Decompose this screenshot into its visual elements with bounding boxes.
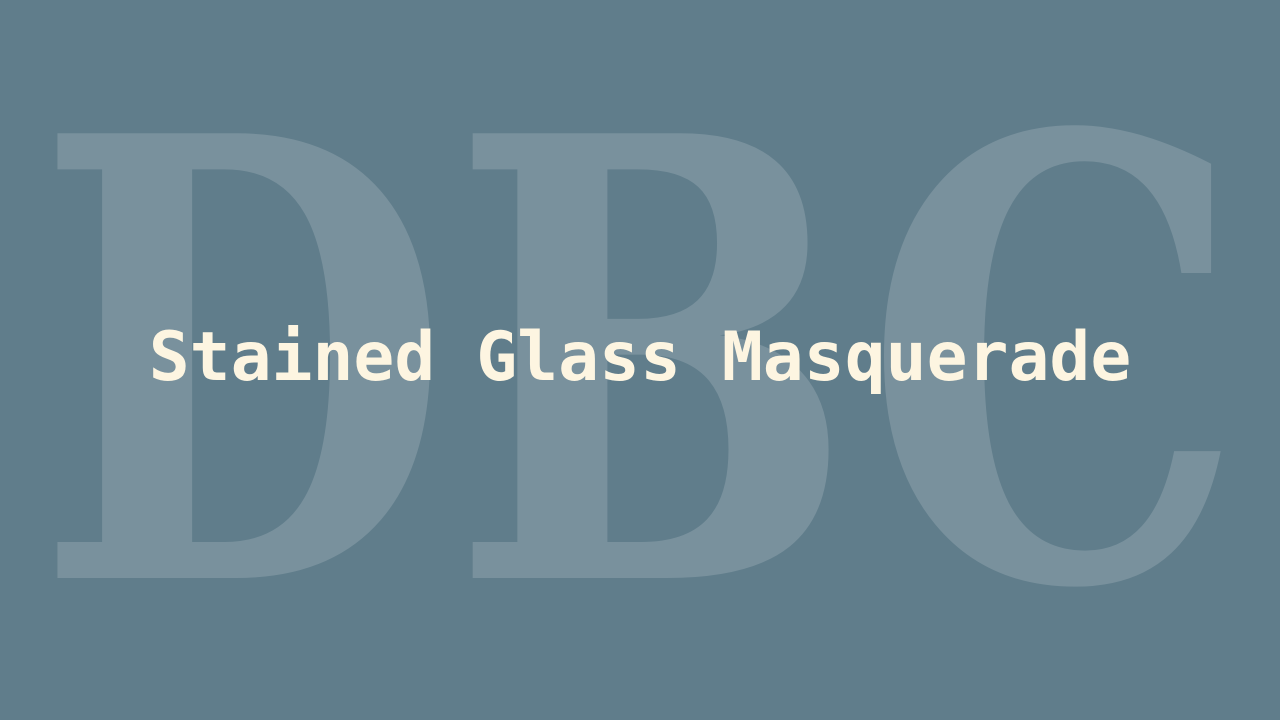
monogram-text: DBC <box>35 5 1245 720</box>
page-title: Stained Glass Masquerade <box>148 318 1132 397</box>
